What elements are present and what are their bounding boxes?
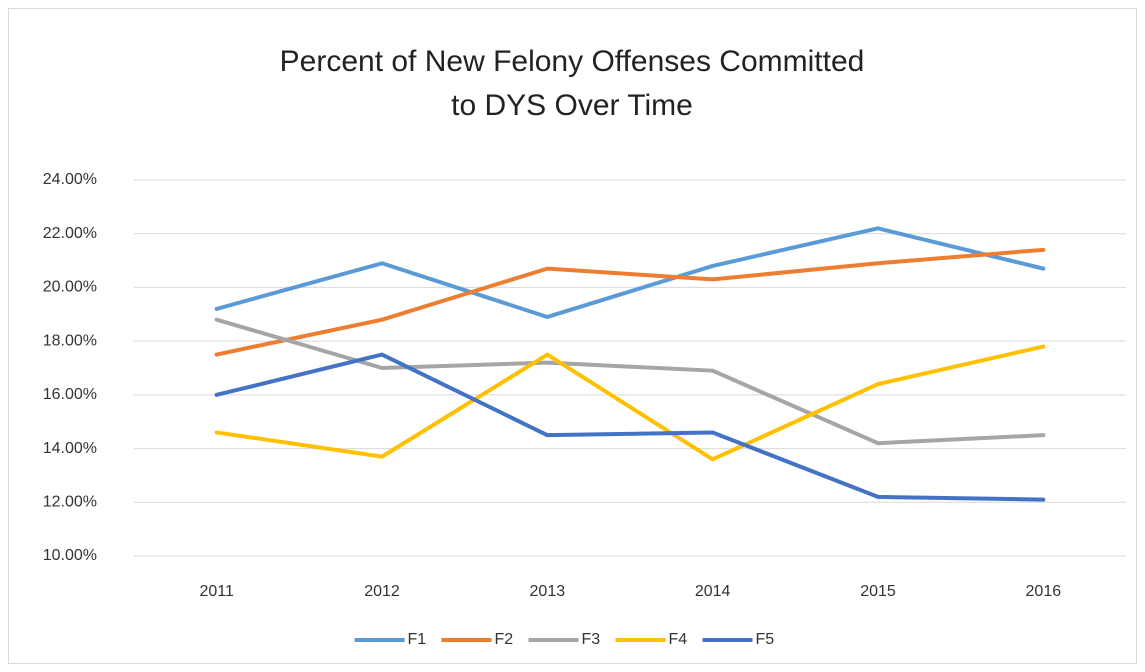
chart-title: Percent of New Felony Offenses Committed… xyxy=(279,45,865,122)
series-line xyxy=(214,247,1046,357)
legend-label: F5 xyxy=(756,631,775,648)
x-tick-label: 2012 xyxy=(364,583,400,600)
x-tick-label: 2011 xyxy=(199,583,234,600)
legend-label: F4 xyxy=(669,631,688,648)
x-tick-label: 2013 xyxy=(530,583,566,600)
x-tick-label: 2016 xyxy=(1026,583,1062,600)
y-tick-label: 16.00% xyxy=(43,386,97,403)
x-tick-label: 2015 xyxy=(860,583,896,600)
y-tick-label: 20.00% xyxy=(43,279,97,296)
series-line xyxy=(214,352,1046,502)
y-tick-label: 24.00% xyxy=(43,171,97,188)
y-tick-label: 14.00% xyxy=(43,440,97,457)
series-line xyxy=(214,344,1046,462)
y-tick-label: 22.00% xyxy=(43,225,97,242)
legend-label: F1 xyxy=(408,631,427,648)
legend-label: F3 xyxy=(582,631,601,648)
chart-border xyxy=(8,8,1137,664)
y-tick-label: 10.00% xyxy=(43,547,97,564)
y-tick-label: 18.00% xyxy=(43,332,97,349)
legend-label: F2 xyxy=(495,631,514,648)
y-tick-label: 12.00% xyxy=(43,494,97,511)
x-tick-label: 2014 xyxy=(695,583,731,600)
series-line xyxy=(214,226,1046,319)
